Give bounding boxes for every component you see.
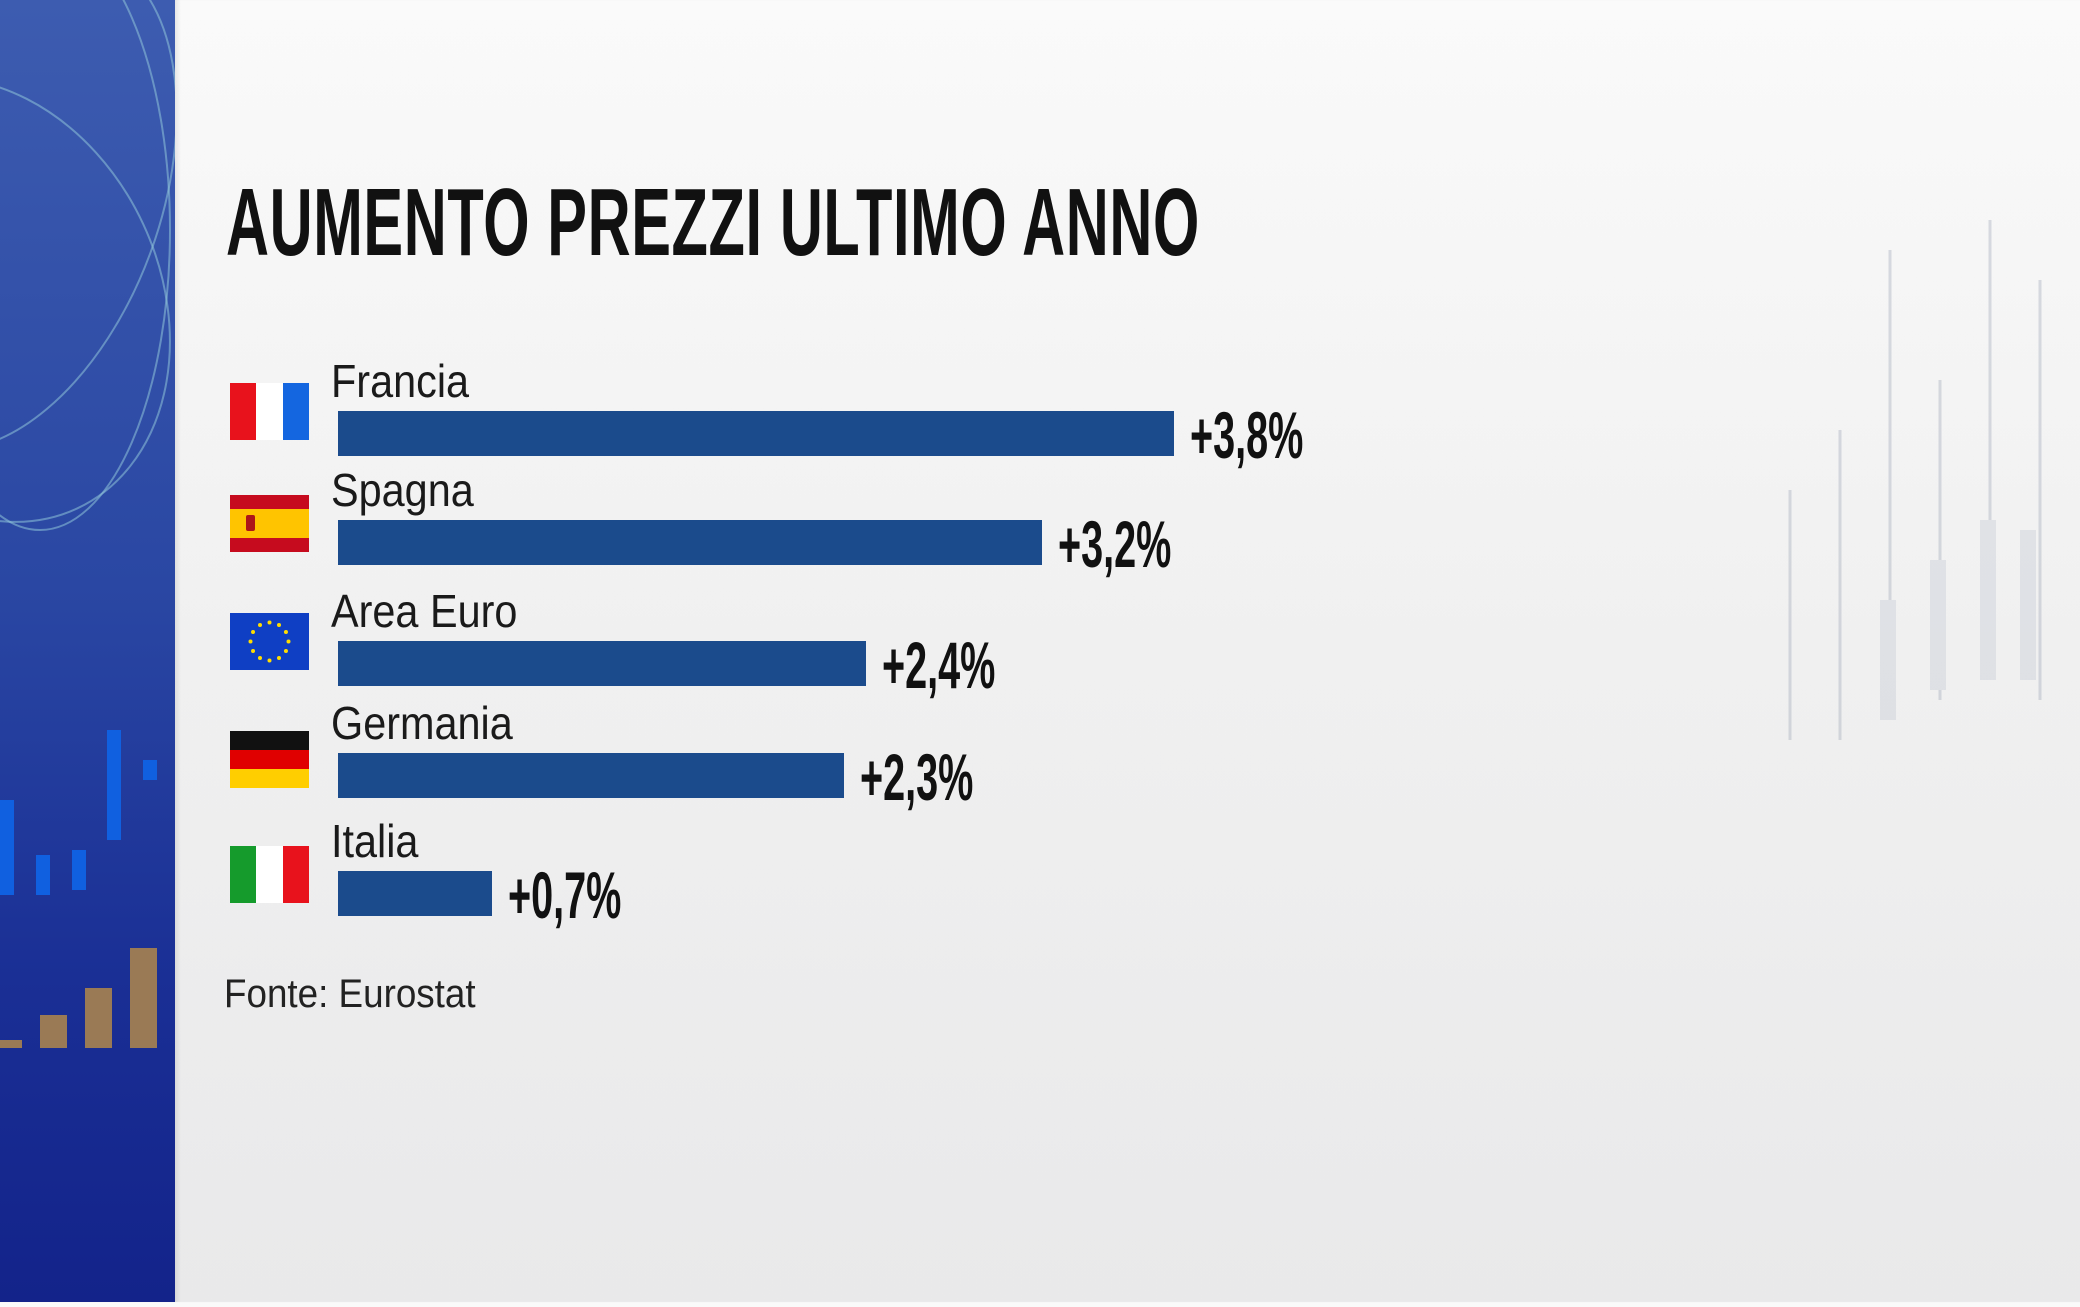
italy-flag-icon — [230, 846, 309, 903]
data-label: +2,4% — [882, 628, 996, 702]
candlestick-background-decoration — [1788, 220, 2042, 740]
decorative-side-panel — [0, 0, 181, 1302]
data-label: +2,3% — [860, 740, 974, 814]
chart-title: AUMENTO PREZZI ULTIMO ANNO — [226, 169, 1200, 276]
category-label: Spagna — [331, 464, 474, 516]
bar — [338, 871, 492, 916]
france-flag-icon — [230, 383, 309, 440]
category-label: Francia — [331, 355, 470, 407]
bar — [338, 753, 844, 798]
bar — [338, 520, 1042, 565]
spain-flag-icon — [230, 495, 309, 552]
data-label: +3,2% — [1058, 507, 1172, 581]
eu-flag-icon — [230, 613, 309, 670]
data-label: +0,7% — [508, 858, 622, 932]
category-label: Italia — [331, 815, 419, 867]
category-label: Area Euro — [331, 585, 518, 637]
category-label: Germania — [331, 697, 513, 749]
germany-flag-icon — [230, 731, 309, 788]
data-label: +3,8% — [1190, 398, 1304, 472]
globe-network-decoration — [0, 0, 178, 1048]
source-note: Fonte: Eurostat — [224, 972, 476, 1016]
bar — [338, 641, 866, 686]
bar — [338, 411, 1174, 456]
